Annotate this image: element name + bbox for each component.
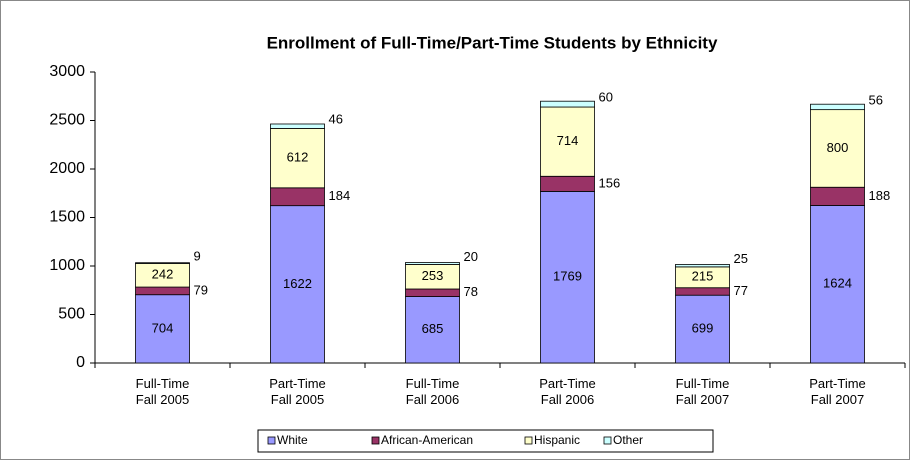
- data-label: 215: [692, 269, 714, 284]
- data-label: 184: [329, 188, 351, 203]
- y-tick-label: 2500: [49, 112, 85, 129]
- bar-segment: [675, 287, 730, 296]
- y-tick-label: 500: [58, 306, 85, 323]
- legend-label: White: [277, 433, 308, 447]
- bar-segment: [270, 123, 325, 129]
- data-label: 685: [422, 321, 444, 336]
- legend-label: Hispanic: [534, 433, 580, 447]
- data-label: 188: [869, 188, 891, 203]
- chart-title: Enrollment of Full-Time/Part-Time Studen…: [267, 33, 718, 52]
- bar-segment: [270, 205, 325, 364]
- legend-swatch: [371, 436, 380, 445]
- x-tick-label: Full-Time Fall 2005: [136, 376, 190, 407]
- y-tick-label: 1000: [49, 257, 85, 274]
- data-label: 56: [869, 92, 883, 107]
- data-label: 699: [692, 321, 714, 336]
- data-label: 46: [329, 112, 343, 127]
- y-tick-label: 0: [76, 354, 85, 371]
- data-label: 253: [422, 268, 444, 283]
- data-label: 1622: [283, 276, 312, 291]
- data-label: 156: [599, 175, 621, 190]
- bar-segment: [540, 100, 595, 108]
- bar-segment: [405, 288, 460, 297]
- x-tick-label: Full-Time Fall 2006: [406, 376, 460, 407]
- data-label: 704: [152, 320, 174, 335]
- data-label: 714: [557, 133, 579, 148]
- bar-segment: [540, 106, 595, 177]
- data-label: 79: [194, 282, 208, 297]
- bar-segment: [540, 175, 595, 192]
- bar-segment: [135, 286, 190, 296]
- data-label: 9: [194, 249, 201, 264]
- y-tick-label: 1500: [49, 209, 85, 226]
- data-label: 77: [734, 283, 748, 298]
- bar-segment: [135, 262, 190, 264]
- y-tick-label: 2000: [49, 160, 85, 177]
- legend-swatch: [267, 436, 276, 445]
- bar-segment: [405, 296, 460, 364]
- legend-swatch: [603, 436, 612, 445]
- y-tick-label: 3000: [49, 63, 85, 80]
- data-label: 20: [464, 249, 478, 264]
- bar-segment: [810, 205, 865, 364]
- bar-segment: [810, 109, 865, 188]
- legend-swatch: [524, 436, 533, 445]
- data-label: 612: [287, 150, 309, 165]
- x-tick-label: Part-Time Fall 2005: [269, 376, 326, 407]
- data-label: 800: [827, 140, 849, 155]
- legend-label: Other: [613, 433, 643, 447]
- x-tick-label: Part-Time Fall 2007: [809, 376, 866, 407]
- data-label: 1769: [553, 269, 582, 284]
- bar-segment: [675, 264, 730, 268]
- bar-segment: [405, 262, 460, 265]
- data-label: 242: [152, 267, 174, 282]
- legend-box: [257, 429, 714, 453]
- bar-segment: [810, 103, 865, 111]
- bar-segment: [270, 187, 325, 207]
- legend-label: African-American: [381, 433, 473, 447]
- x-tick-label: Part-Time Fall 2006: [539, 376, 596, 407]
- data-label: 25: [734, 251, 748, 266]
- data-label: 60: [599, 90, 613, 105]
- data-label: 78: [464, 284, 478, 299]
- x-tick-label: Full-Time Fall 2007: [676, 376, 730, 407]
- bar-segment: [270, 128, 325, 189]
- bar-segment: [810, 186, 865, 206]
- bar-segment: [135, 294, 190, 364]
- bar-segment: [675, 294, 730, 364]
- bar-segment: [540, 191, 595, 364]
- data-label: 1624: [823, 276, 852, 291]
